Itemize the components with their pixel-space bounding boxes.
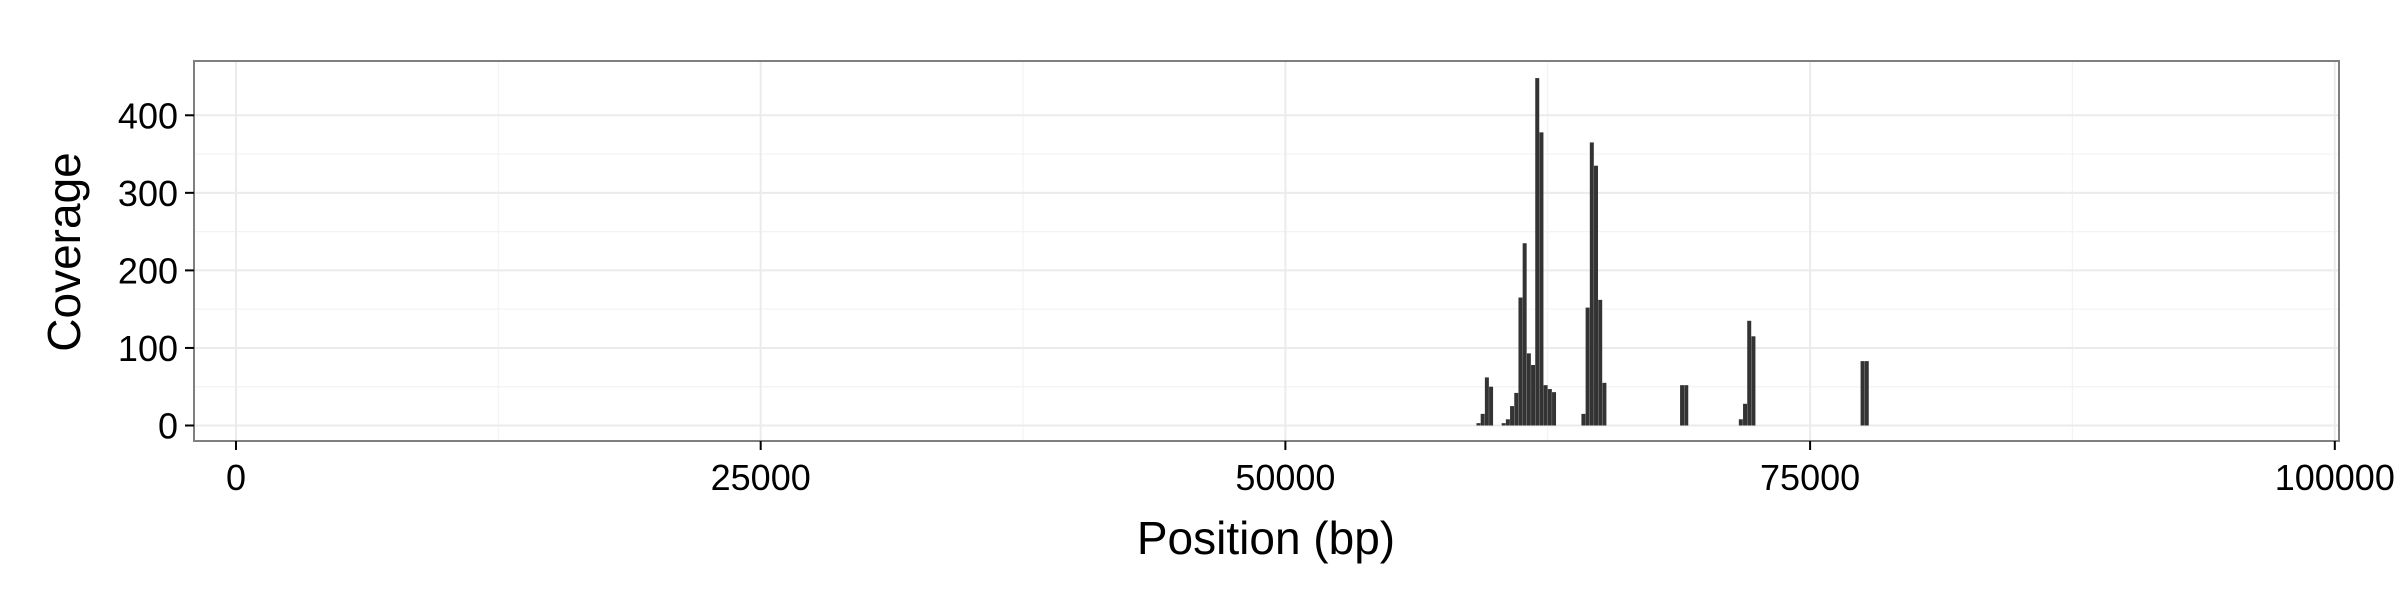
coverage-bar — [1535, 78, 1540, 426]
y-tick-label: 400 — [118, 95, 178, 136]
coverage-bar — [1738, 419, 1743, 426]
coverage-bar — [1747, 320, 1752, 426]
coverage-bar — [1743, 403, 1748, 426]
y-tick-label: 200 — [118, 250, 178, 291]
minor-grid — [194, 61, 2339, 441]
y-axis: 0 100 200 300 400 — [118, 95, 194, 446]
coverage-bar — [1547, 389, 1552, 426]
coverage-bar — [1484, 377, 1489, 426]
coverage-bar — [1589, 142, 1594, 426]
x-tick-label: 25000 — [711, 457, 811, 498]
coverage-bar — [1531, 365, 1536, 426]
coverage-bar — [1864, 361, 1869, 426]
coverage-bar — [1860, 361, 1865, 426]
y-tick-label: 100 — [118, 328, 178, 369]
coverage-bar — [1480, 413, 1485, 426]
coverage-bar — [1526, 353, 1531, 426]
x-axis-label: Position (bp) — [1137, 512, 1395, 564]
panel-border — [193, 60, 2340, 442]
coverage-bar — [1602, 382, 1607, 426]
coverage-bar — [1543, 385, 1548, 426]
coverage-bar — [1518, 297, 1523, 426]
y-tick-label: 0 — [158, 405, 178, 446]
coverage-bar — [1751, 336, 1756, 426]
coverage-bar — [1510, 406, 1515, 426]
coverage-bar — [1581, 413, 1586, 426]
bar-series — [1476, 78, 1869, 426]
major-grid — [194, 61, 2339, 441]
coverage-bar — [1489, 386, 1494, 426]
coverage-bar — [1684, 385, 1689, 426]
coverage-bar — [1594, 165, 1599, 426]
x-tick-label: 50000 — [1235, 457, 1335, 498]
x-tick-label: 100000 — [2275, 457, 2395, 498]
coverage-bar — [1522, 243, 1527, 426]
coverage-bar — [1680, 385, 1685, 426]
y-tick-label: 300 — [118, 173, 178, 214]
coverage-bar — [1476, 423, 1481, 426]
panel-background — [194, 61, 2339, 441]
coverage-bar — [1514, 392, 1519, 426]
coverage-bar — [1552, 392, 1557, 426]
coverage-bar — [1585, 307, 1590, 426]
x-tick-label: 0 — [226, 457, 246, 498]
y-axis-label: Coverage — [38, 152, 90, 351]
coverage-bar — [1505, 419, 1510, 426]
coverage-bar — [1501, 423, 1506, 426]
x-axis: 0 25000 50000 75000 100000 — [226, 441, 2395, 498]
coverage-bar — [1539, 132, 1544, 426]
x-tick-label: 75000 — [1760, 457, 1860, 498]
coverage-bar — [1598, 299, 1603, 426]
